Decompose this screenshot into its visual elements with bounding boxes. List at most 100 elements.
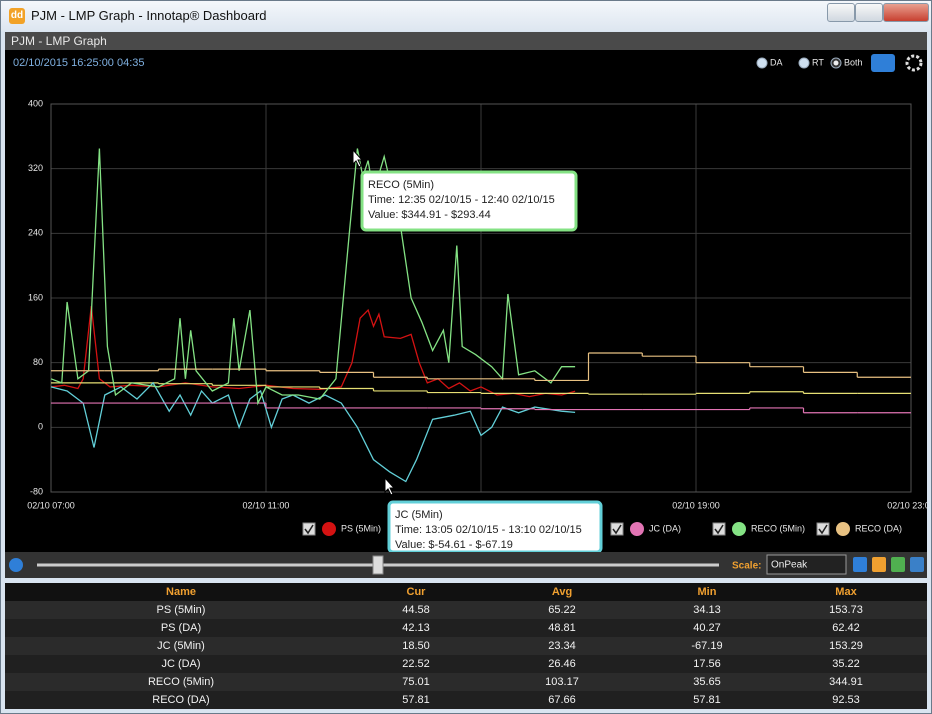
stats-table-wrap: Name Cur Avg Min Max PS (5Min) 44.58 65.22 34.13…	[5, 583, 927, 709]
play-button[interactable]	[9, 558, 23, 572]
column-header: Name	[5, 583, 357, 601]
table-cell: 26.46	[475, 655, 649, 673]
table-cell: 57.81	[649, 691, 765, 709]
legend-checkbox[interactable]	[816, 522, 830, 536]
table-cell: 42.13	[357, 619, 475, 637]
tooltip-text: Value: $-54.61 - $-67.19	[395, 539, 513, 551]
edit-button[interactable]	[891, 557, 905, 572]
legend-check	[714, 524, 724, 535]
legend-check	[304, 524, 314, 535]
radio-label: RT	[812, 57, 824, 67]
y-tick-label: 320	[28, 163, 43, 173]
table-cell: 22.52	[357, 655, 475, 673]
table-row: PS (DA) 42.13 48.81 40.27 62.42	[5, 619, 927, 637]
maximize-button[interactable]	[855, 3, 883, 22]
table-cell: 65.22	[475, 601, 649, 619]
chart: 02/10/2015 16:25:00 04:35 DA RT Both -80 0 80…	[5, 50, 927, 552]
cursor	[352, 148, 364, 168]
x-tick-label: 02/10 19:00	[672, 500, 720, 510]
tooltip-text: Value: $344.91 - $293.44	[368, 209, 491, 221]
table-cell: 18.50	[357, 637, 475, 655]
panel-title: PJM - LMP Graph	[5, 32, 927, 50]
table-cell: JC (5Min)	[5, 637, 357, 655]
radio-label: DA	[770, 57, 783, 67]
y-tick-label: 240	[28, 228, 43, 238]
legend-swatch	[630, 522, 644, 536]
radio-label: Both	[844, 57, 863, 67]
cursor	[384, 476, 396, 496]
scale-select[interactable]	[766, 554, 847, 575]
table-cell: 62.42	[765, 619, 927, 637]
legend-label: PS (5Min)	[341, 523, 381, 533]
table-cell: PS (DA)	[5, 619, 357, 637]
minimize-button[interactable]	[827, 3, 855, 22]
legend-checkbox[interactable]	[712, 522, 726, 536]
view-button[interactable]	[853, 557, 867, 572]
title-bar: dd PJM - LMP Graph - Innotap® Dashboard	[1, 1, 931, 31]
column-header: Max	[765, 583, 927, 601]
tooltip-box	[360, 170, 578, 232]
y-tick-label: 80	[33, 357, 43, 367]
save-button[interactable]	[910, 557, 924, 572]
tooltip-text: JC (5Min)	[395, 509, 443, 521]
list-button[interactable]	[871, 54, 895, 72]
legend-checkbox[interactable]	[302, 522, 316, 536]
table-cell: 35.22	[765, 655, 927, 673]
series-line	[50, 381, 576, 483]
legend-check	[612, 524, 622, 535]
table-cell: 153.29	[765, 637, 927, 655]
table-cell: -67.19	[649, 637, 765, 655]
legend-label: RECO (DA)	[855, 523, 902, 533]
table-row: RECO (5Min) 75.01 103.17 35.65 344.91	[5, 673, 927, 691]
y-tick-label: 0	[38, 422, 43, 432]
legend-swatch	[322, 522, 336, 536]
column-header: Avg	[475, 583, 649, 601]
x-tick-label: 02/10 07:00	[27, 500, 75, 510]
series-line	[50, 306, 576, 398]
tooltip-text: Time: 13:05 02/10/15 - 13:10 02/10/15	[395, 524, 582, 536]
table-cell: 153.73	[765, 601, 927, 619]
legend-check	[818, 524, 828, 535]
radio[interactable]	[798, 57, 810, 69]
slider-svg: Scale: OnPeak	[9, 554, 924, 575]
series-line	[50, 148, 576, 406]
x-tick-label: 02/10 11:00	[243, 500, 290, 510]
legend-label: RECO (5Min)	[751, 523, 805, 533]
table-cell: 44.58	[357, 601, 475, 619]
table-cell: 57.81	[357, 691, 475, 709]
scale-label: Scale:	[732, 561, 761, 572]
table-row: RECO (DA) 57.81 67.66 57.81 92.53	[5, 691, 927, 709]
close-button[interactable]	[883, 3, 929, 22]
column-header: Min	[649, 583, 765, 601]
table-cell: 103.17	[475, 673, 649, 691]
table-cell: JC (DA)	[5, 655, 357, 673]
table-row: JC (5Min) 18.50 23.34 -67.19 153.29	[5, 637, 927, 655]
radio[interactable]	[756, 57, 768, 69]
header-row: Name Cur Avg Min Max	[5, 583, 927, 601]
legend-label: JC (DA)	[649, 523, 681, 533]
table-cell: 40.27	[649, 619, 765, 637]
timestamp: 02/10/2015 16:25:00 04:35	[13, 57, 145, 69]
y-tick-label: 400	[28, 98, 43, 108]
table-cell: 344.91	[765, 673, 927, 691]
table-row: JC (DA) 22.52 26.46 17.56 35.22	[5, 655, 927, 673]
settings-button[interactable]	[905, 54, 923, 72]
table-cell: 75.01	[357, 673, 475, 691]
sun-button[interactable]	[872, 557, 886, 572]
table-cell: 35.65	[649, 673, 765, 691]
table-row: PS (5Min) 44.58 65.22 34.13 153.73	[5, 601, 927, 619]
table-cell: 48.81	[475, 619, 649, 637]
table-cell: 34.13	[649, 601, 765, 619]
legend-checkbox[interactable]	[610, 522, 624, 536]
app-icon: dd	[9, 8, 25, 24]
stats-table: Name Cur Avg Min Max PS (5Min) 44.58 65.22 34.13…	[5, 583, 927, 709]
slider-thumb[interactable]	[372, 555, 384, 575]
table-cell: 17.56	[649, 655, 765, 673]
legend-swatch	[732, 522, 746, 536]
table-cell: RECO (DA)	[5, 691, 357, 709]
y-tick-label: -80	[30, 486, 43, 496]
table-cell: RECO (5Min)	[5, 673, 357, 691]
tooltip-text: Time: 12:35 02/10/15 - 12:40 02/10/15	[368, 194, 555, 206]
scale-value: OnPeak	[771, 560, 808, 571]
